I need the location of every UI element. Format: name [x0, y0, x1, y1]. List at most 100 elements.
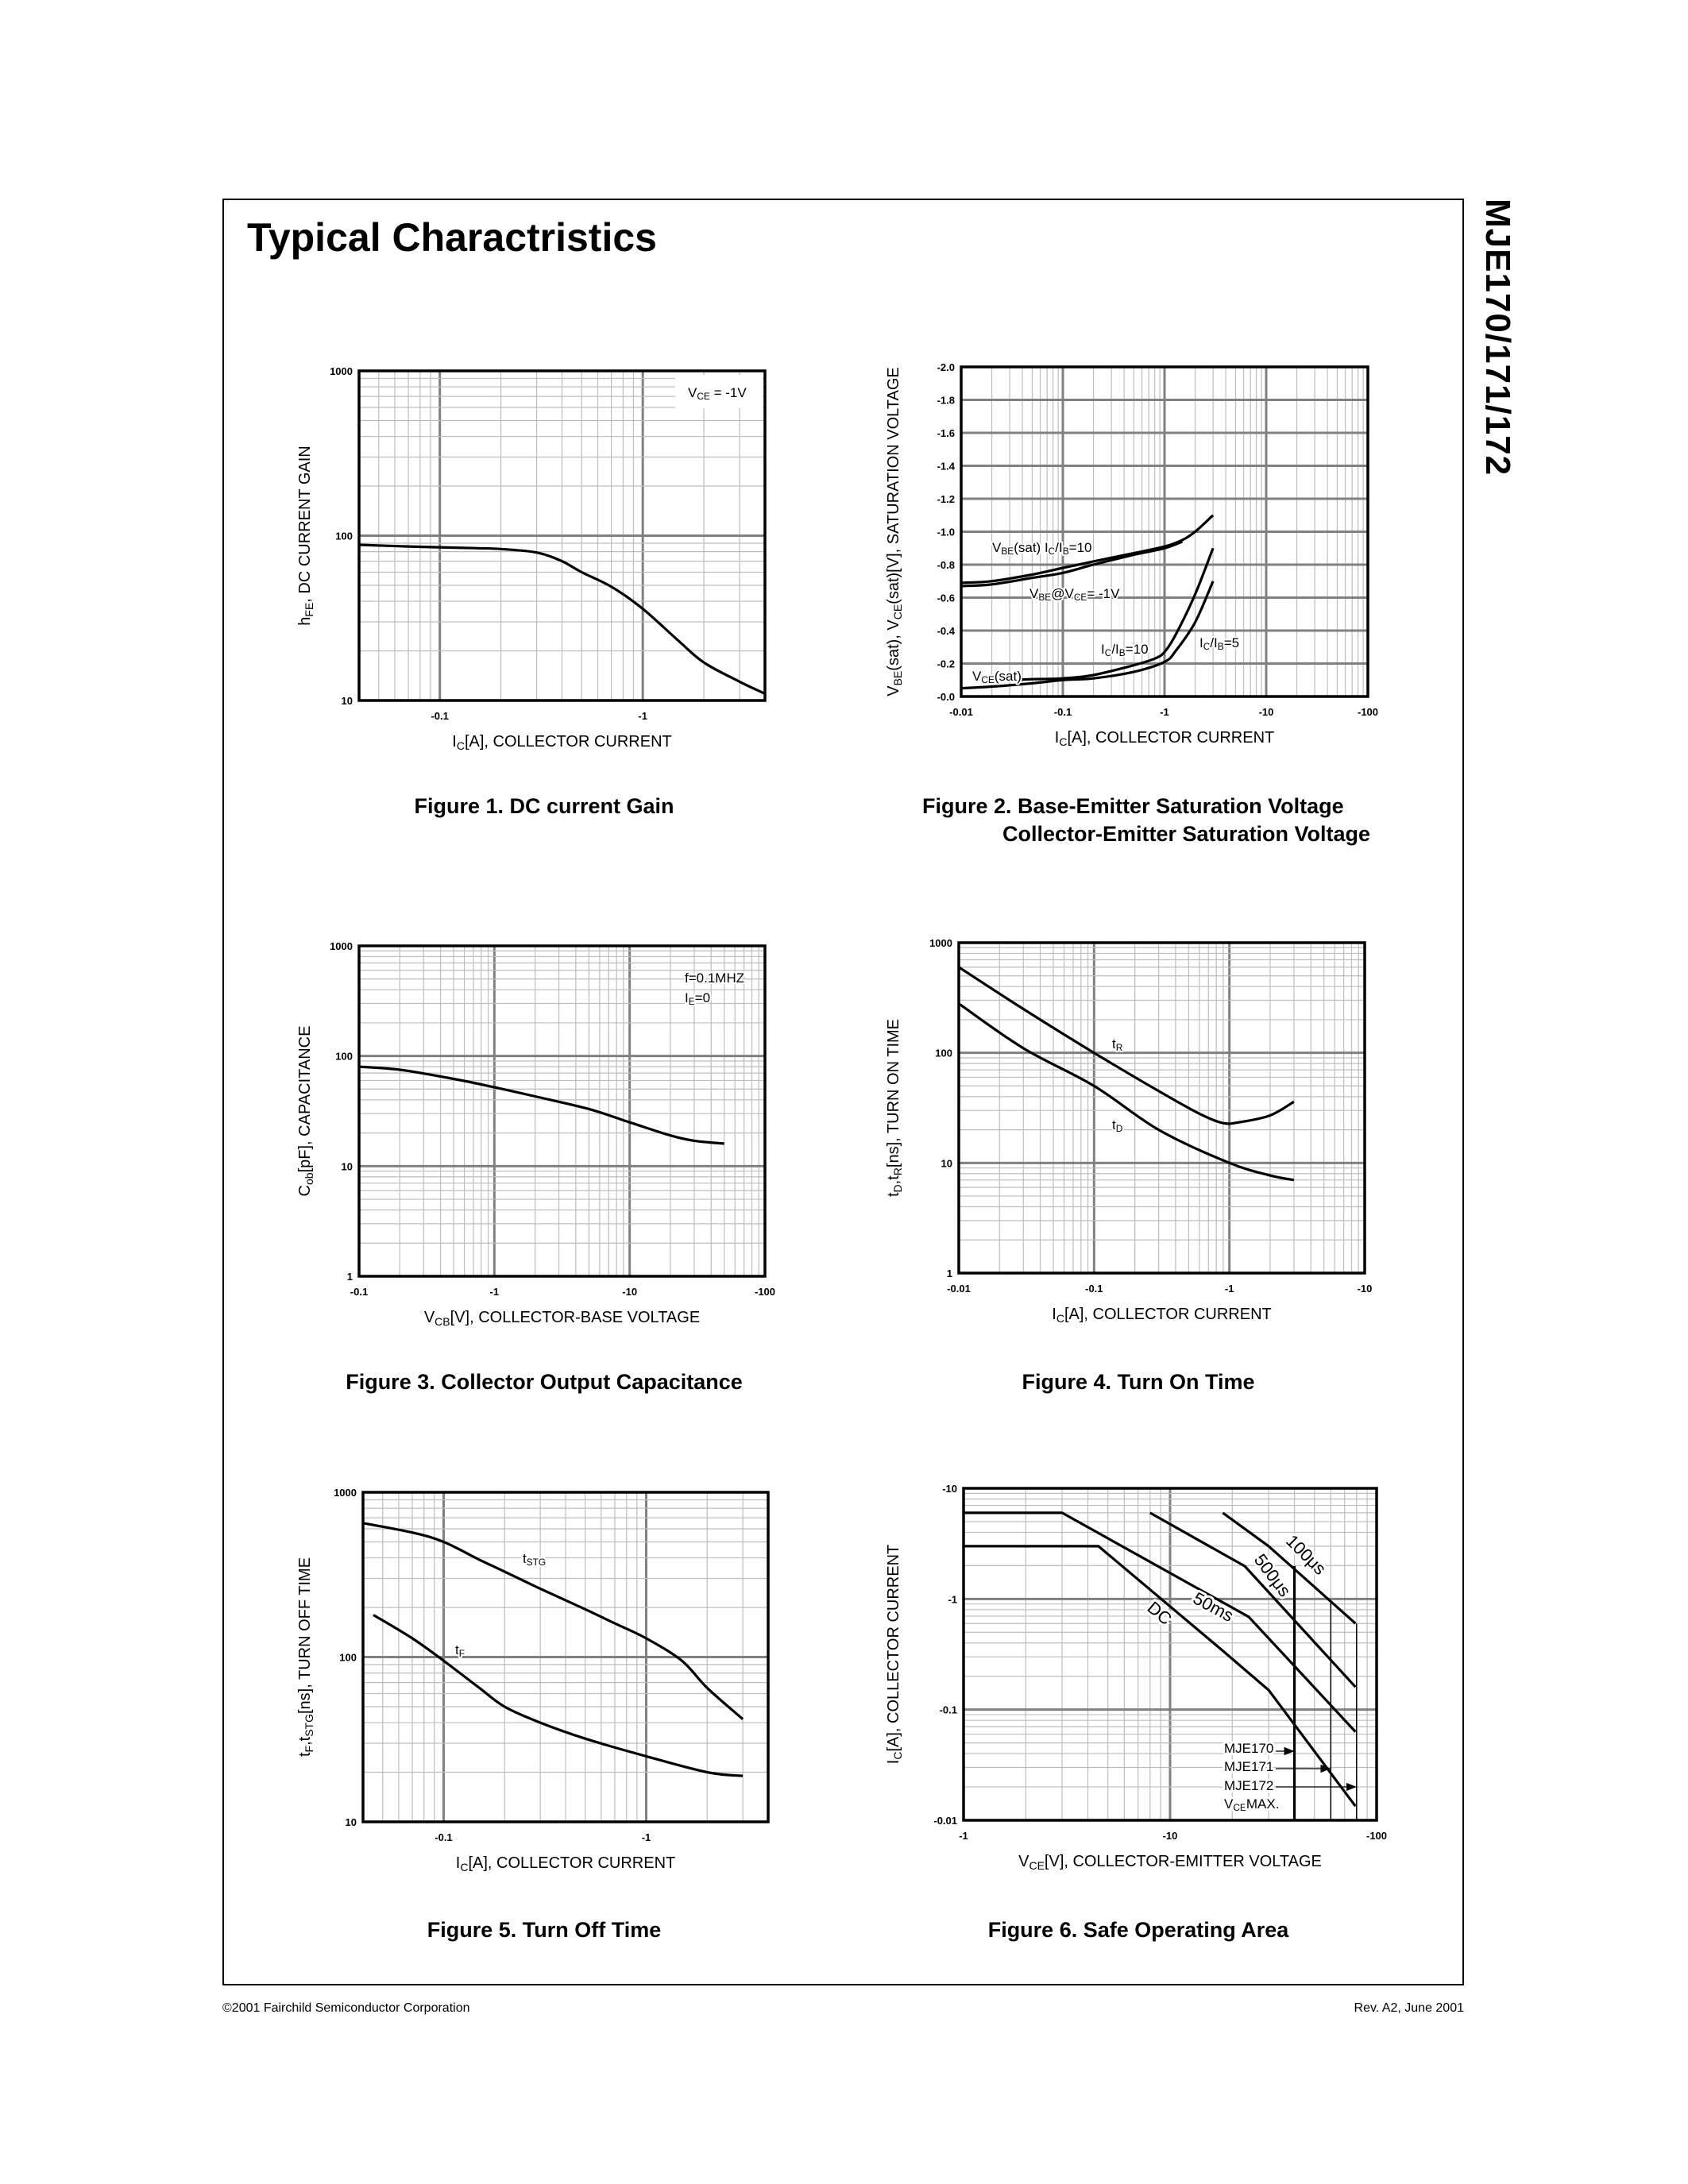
series-line-curve-3 [1010, 547, 1215, 681]
y-tick-label: -10 [942, 1483, 957, 1495]
annotation-label-part: I [1101, 642, 1105, 657]
y-axis-label-part: t [296, 1752, 314, 1757]
annotation-label: VCE(sat) [972, 669, 1022, 685]
plot-border [357, 944, 767, 1278]
annotation-label: tSTG [523, 1551, 546, 1568]
annotation-label-part: t [523, 1551, 527, 1566]
y-axis-label-part: D [891, 1184, 904, 1192]
y-axis-label-part: FE [303, 603, 315, 617]
annotation-label-part: E [689, 996, 695, 1007]
grid [957, 941, 1366, 1275]
x-axis-label-part: I [456, 1854, 461, 1872]
annotation-label-part: f=0.1MHZ [685, 970, 744, 986]
annotation-label-part: D [1116, 1123, 1123, 1134]
x-tick-label: -10 [622, 1286, 637, 1298]
y-tick-label: 1000 [330, 940, 353, 952]
annotation-label-part: MJE171 [1224, 1759, 1273, 1774]
series-line-DC [964, 1545, 1357, 1808]
plot-border [960, 365, 1369, 698]
y-axis-label-part: BE [891, 671, 904, 686]
annotation-label: VBE@VCE= -1V [1029, 586, 1120, 603]
annotation-label: VCEMAX. [1224, 1796, 1279, 1813]
grid [358, 369, 766, 702]
y-tick-label: 10 [342, 1160, 353, 1172]
x-tick-label: -1 [959, 1830, 968, 1842]
annotation-label-part: CE [981, 674, 995, 685]
figure-3-caption: Figure 3. Collector Output Capacitance [346, 1370, 743, 1394]
x-tick-label: -1 [642, 1831, 651, 1843]
chart-figure-3: -0.1 -1 -10 -100 1 10 100 1000 VCB[V], COLLECTOR… [296, 940, 775, 1328]
annotation-label-part: V [688, 385, 697, 400]
series-line-500μs [1149, 1511, 1357, 1688]
y-axis-label: tD,tR[ns], TURN ON TIME [885, 1019, 904, 1197]
annotation-label-part: STG [527, 1557, 546, 1568]
series-line-curve-1 [960, 514, 1215, 585]
y-tick-label: -0.0 [937, 691, 955, 703]
annotation-label-part: /I [1210, 635, 1217, 650]
y-axis-label-part: (sat), V [885, 619, 902, 671]
annotation-label: MJE172 [1224, 1778, 1273, 1793]
series-line-curve-2 [960, 540, 1184, 588]
annotation-label-part: C [1049, 546, 1056, 557]
y-axis-label-part: C [891, 1752, 904, 1760]
y-tick-label: 100 [339, 1652, 357, 1664]
x-axis-label-part: [A], COLLECTOR CURRENT [465, 733, 672, 751]
y-tick-label: -0.8 [937, 559, 955, 571]
annotation-label-part: V [972, 669, 982, 684]
annotation-label-part: /I [1111, 642, 1118, 657]
series-line-curve-1 [358, 1065, 724, 1145]
x-axis-label-part: [A], COLLECTOR CURRENT [1067, 729, 1274, 747]
x-axis-label: IC[A], COLLECTOR CURRENT [452, 733, 671, 752]
grid [960, 365, 1369, 698]
y-axis-label: VBE(sat), VCE(sat)[V], SATURATION VOLTAG… [885, 367, 904, 696]
annotation-background [675, 375, 763, 408]
annotation-label-part: BE [1001, 546, 1014, 557]
x-tick-label: -0.1 [435, 1831, 452, 1843]
y-tick-label: -1 [948, 1593, 957, 1605]
y-axis-label-part: h [296, 617, 314, 626]
y-tick-label: 1000 [929, 937, 952, 949]
x-axis-label-part: C [460, 1861, 468, 1873]
series-line-curve-1 [358, 543, 766, 695]
annotation-label-part: R [1116, 1042, 1123, 1053]
y-axis-label-part: ob [303, 1172, 315, 1185]
y-axis-label-part: R [891, 1167, 904, 1175]
x-axis-label-part: I [1055, 729, 1060, 747]
chart-figure-5: -0.1 -1 10 100 1000 IC[A], COLLECTOR CURRENT t… [296, 1487, 770, 1873]
y-tick-label: 100 [335, 1051, 353, 1063]
y-tick-label: 100 [935, 1048, 952, 1059]
y-axis-label: Cob[pF], CAPACITANCE [296, 1026, 315, 1197]
series-line-tF [373, 1614, 744, 1777]
x-tick-label: -0.1 [350, 1286, 368, 1298]
page-frame [222, 199, 1464, 1985]
annotation-label: 100μs [1282, 1531, 1330, 1579]
annotation-label: VBE(sat) IC/IB=10 [992, 540, 1092, 557]
annotation-label-part: V [1224, 1796, 1234, 1812]
x-axis-label-part: I [452, 733, 457, 751]
annotation-label-part: MJE170 [1224, 1741, 1273, 1756]
x-tick-label: -10 [1358, 1283, 1373, 1295]
annotation-label: MJE171 [1224, 1759, 1273, 1774]
x-tick-label: -1 [638, 710, 647, 722]
y-axis-label-part: I [885, 1760, 902, 1765]
annotation-label: MJE170 [1224, 1741, 1273, 1756]
annotation-label-part: C [1203, 641, 1211, 652]
page-title: Typical Charactristics [247, 215, 657, 260]
figure-6-caption: Figure 6. Safe Operating Area [987, 1918, 1289, 1942]
x-tick-label: -10 [1259, 706, 1274, 718]
annotation-label-part: F [459, 1648, 465, 1659]
x-axis-label-part: CE [1029, 1859, 1044, 1872]
annotation-label: 500μs [1250, 1550, 1295, 1600]
annotation-label: VCE = -1V [688, 385, 747, 402]
y-tick-label: -0.01 [933, 1815, 957, 1827]
annotation-label-part: t [1112, 1036, 1116, 1051]
y-tick-label: 100 [335, 531, 353, 542]
x-axis-label-part: C [457, 739, 465, 752]
x-tick-label: -1 [1225, 1283, 1234, 1295]
x-axis-label: VCB[V], COLLECTOR-BASE VOLTAGE [424, 1309, 700, 1328]
y-axis-label-part: [A], COLLECTOR CURRENT [885, 1545, 902, 1752]
figure-4-caption: Figure 4. Turn On Time [1022, 1370, 1255, 1394]
annotation-label: 50ms [1190, 1588, 1237, 1626]
footer-revision: Rev. A2, June 2001 [1354, 2001, 1464, 2015]
